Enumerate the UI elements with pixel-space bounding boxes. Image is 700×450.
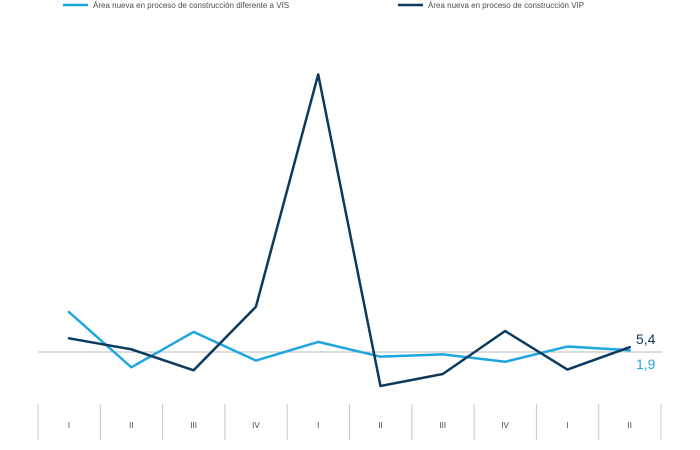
x-tick-label: II — [627, 421, 631, 430]
data-point-vis — [192, 331, 194, 333]
data-point-vip — [379, 385, 381, 387]
end-label-vis: 1,9 — [636, 356, 656, 372]
category-axis: I II III IV I II III IV I II — [37, 404, 662, 440]
x-tick-label: IV — [252, 421, 260, 430]
data-point-vip — [629, 346, 631, 348]
data-point-vis — [255, 359, 257, 361]
legend-label-vip: Área nueva en proceso de construcción VI… — [428, 1, 584, 10]
x-tick-label: IV — [501, 421, 509, 430]
data-point-vis — [68, 311, 70, 313]
x-tick-label: III — [439, 421, 446, 430]
data-point-vip — [192, 369, 194, 371]
data-point-vis — [130, 366, 132, 368]
series-layer — [67, 73, 631, 388]
data-point-vis — [504, 361, 506, 363]
data-point-vip — [317, 73, 319, 75]
x-tick-label: I — [317, 421, 319, 430]
data-point-vis — [629, 349, 631, 351]
data-point-vis — [442, 353, 444, 355]
data-point-vip — [130, 348, 132, 350]
data-point-vip — [68, 337, 70, 339]
data-point-vip — [504, 330, 506, 332]
data-point-vis — [566, 345, 568, 347]
x-tick-label: I — [566, 421, 568, 430]
data-point-vip — [442, 373, 444, 375]
data-point-vip — [566, 368, 568, 370]
x-tick-label: II — [129, 421, 133, 430]
series-line-vip — [67, 73, 631, 388]
data-point-vip — [255, 306, 257, 308]
legend: Área nueva en proceso de construcción di… — [63, 1, 584, 10]
x-tick-label: I — [68, 421, 70, 430]
data-point-vis — [317, 341, 319, 343]
x-tick-label: III — [190, 421, 197, 430]
end-label-vip: 5,4 — [636, 331, 656, 347]
x-tick-label: II — [378, 421, 382, 430]
legend-label-vis: Área nueva en proceso de construcción di… — [93, 1, 289, 10]
series-line-vis — [67, 310, 631, 369]
data-point-vis — [379, 356, 381, 358]
